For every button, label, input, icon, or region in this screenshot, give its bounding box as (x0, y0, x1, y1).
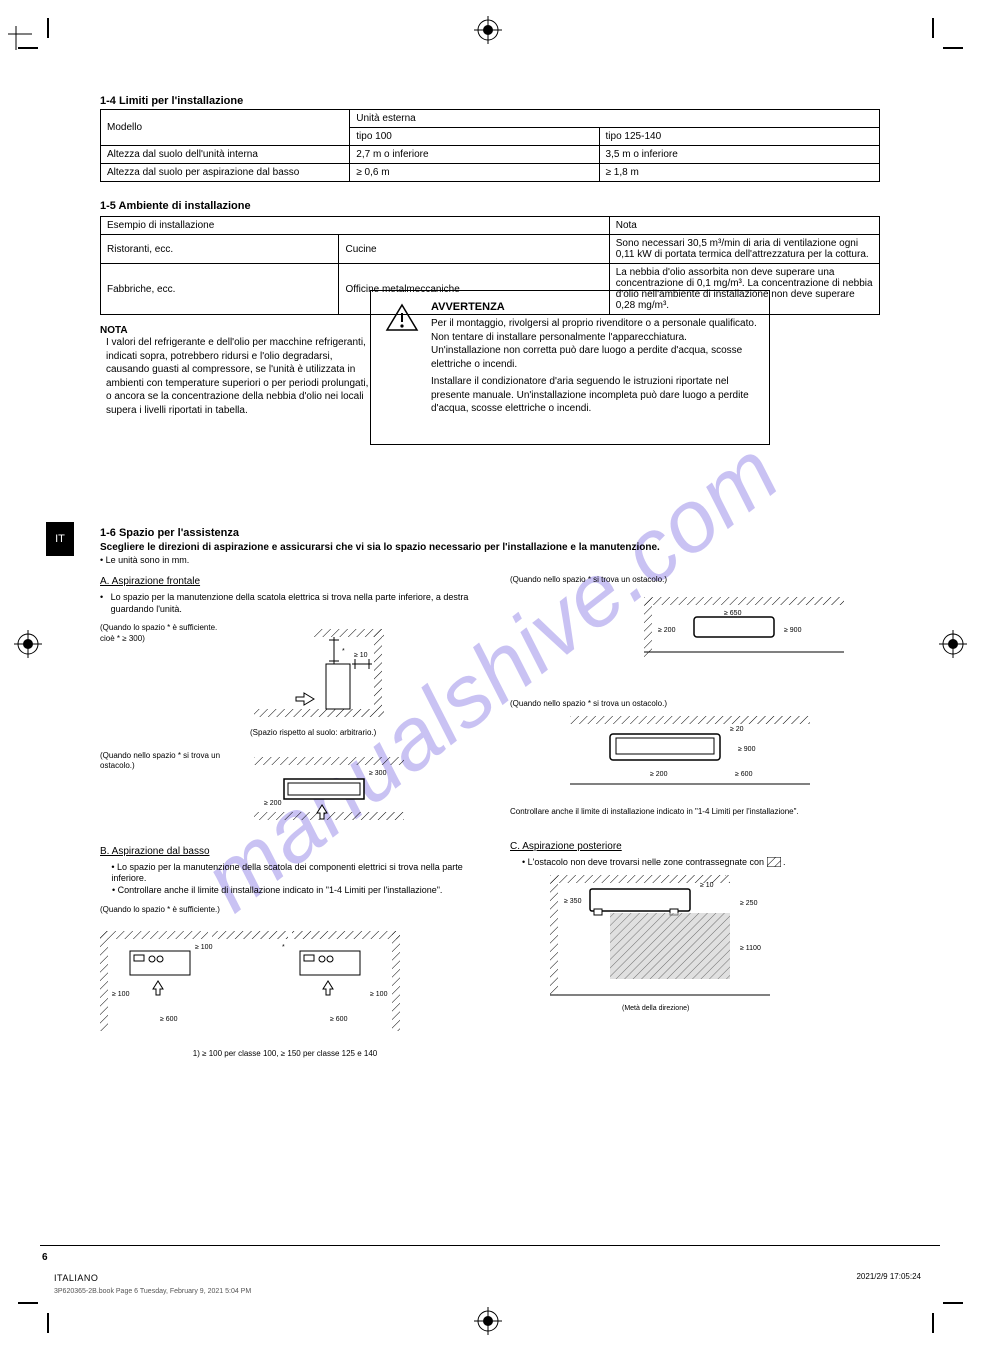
svg-text:≥ 600: ≥ 600 (160, 1016, 178, 1023)
dim: ≥ 900 (784, 627, 802, 634)
warning-callout: AVVERTENZA Per il montaggio, rivolgersi … (370, 290, 770, 445)
case-a-obstacle: (Quando nello spazio * si trova un ostac… (100, 751, 240, 772)
warning-label: AVVERTENZA (431, 301, 757, 313)
service-space-section: 1-6 Spazio per l'assistenza Scegliere le… (100, 527, 880, 1059)
warning-p1: Per il montaggio, rivolgersi al proprio … (431, 317, 757, 371)
case-c-note: • L'ostacolo non deve trovarsi nelle zon… (510, 857, 880, 869)
table-row: Ristoranti, ecc. Cucine Sono necessari 3… (101, 235, 880, 264)
limits-table: Modello Unità esterna tipo 100 tipo 125-… (100, 109, 880, 182)
cell: Sono necessari 30,5 m³/min di aria di ve… (609, 235, 879, 264)
cell: Fabbriche, ecc. (101, 264, 339, 315)
half-label: (Metà della direzione) (622, 1005, 689, 1012)
case-a-neg: (Quando nello spazio * si trova un ostac… (510, 575, 880, 585)
svg-text:≥ 300: ≥ 300 (369, 770, 387, 777)
dim-b-a: ≥ 100 (112, 991, 130, 998)
case-a-line: •Lo spazio per la manutenzione della sca… (100, 592, 470, 615)
crop-mark-tr (923, 18, 963, 58)
case-c-text: • L'ostacolo non deve trovarsi nelle zon… (522, 857, 764, 867)
case-b-title: B. Aspirazione dal basso (100, 845, 210, 858)
cell: Modello (101, 110, 350, 146)
dim-suf: ≥ 300 (122, 634, 142, 643)
dim: ≥ 600 (735, 771, 753, 778)
dim: ≥ 200 (658, 627, 676, 634)
dim: ≥ 250 (740, 900, 758, 907)
case-b-sufficient: (Quando lo spazio * è sufficiente.) (100, 905, 220, 915)
crop-mark-tl2 (8, 26, 48, 66)
svg-text:≥ 100: ≥ 100 (370, 991, 388, 998)
svg-text:≥ 100: ≥ 100 (195, 944, 213, 951)
svg-text:*: * (282, 944, 285, 951)
filepath-stamp: 3P620365-2B.book Page 6 Tuesday, Februar… (54, 1288, 251, 1295)
footer-rule (40, 1245, 940, 1246)
dim: ≥ 350 (564, 898, 582, 905)
ground-note: (Spazio rispetto al suolo: arbitrario.) (250, 728, 470, 738)
diagram-a-neg: ≥ 200 ≥ 900 ≥ 650 (644, 597, 844, 667)
dim: ≥ 650 (724, 610, 742, 617)
cell: Nota (609, 217, 879, 235)
cell: Ristoranti, ecc. (101, 235, 339, 264)
registration-mark-left (14, 630, 42, 658)
heading-service-space: 1-6 Spazio per l'assistenza (100, 527, 880, 539)
cell: Cucine (339, 235, 609, 264)
diagram-b2: ≥ 100 ≥ 600 ≥ 600 ≥ 100 ≥ 100 * (100, 921, 400, 1041)
case-b-l2: • Controllare anche il limite di install… (100, 885, 470, 897)
cell: Altezza dal suolo dell'unità interna (101, 146, 350, 164)
registration-mark-right (939, 630, 967, 658)
crop-mark-bl (18, 1293, 58, 1333)
cell: tipo 100 (350, 128, 599, 146)
diagram-a1: * ≥ 10 (254, 629, 384, 724)
diagram-b-neg: ≥ 20 ≥ 900 ≥ 600 ≥ 200 (570, 716, 810, 796)
col-left: A. Aspirazione frontale •Lo spazio per l… (100, 575, 470, 1059)
diagram-c: ≥ 350 ≥ 10 ≥ 250 ≥ 1100 (Metà della dire… (550, 875, 810, 1015)
case-a-title: A. Aspirazione frontale (100, 575, 200, 588)
registration-mark-bottom (474, 1307, 502, 1335)
page-number: 6 (42, 1252, 48, 1263)
dim: ≥ 1100 (740, 945, 761, 952)
cell: Unità esterna (350, 110, 880, 128)
date-stamp: 2021/2/9 17:05:24 (856, 1272, 921, 1281)
language-tab: IT (46, 522, 74, 556)
svg-text:≥ 10: ≥ 10 (354, 652, 368, 659)
registration-mark-top (474, 16, 502, 44)
heading-limits: 1-4 Limiti per l'installazione (100, 95, 880, 107)
cell: ≥ 1,8 m (599, 164, 879, 182)
table-row: Modello Unità esterna (101, 110, 880, 128)
case-b-text2: • Controllare anche il limite di install… (112, 885, 442, 897)
warning-p2: Installare il condizionatore d'aria segu… (431, 375, 757, 416)
cell: ≥ 0,6 m (350, 164, 599, 182)
cell: Altezza dal suolo per aspirazione dal ba… (101, 164, 350, 182)
diagram-b2-caption: 1) ≥ 100 per classe 100, ≥ 150 per class… (100, 1049, 470, 1059)
case-b-text1: • Lo spazio per la manutenzione della sc… (111, 862, 470, 885)
table-row: Altezza dal suolo per aspirazione dal ba… (101, 164, 880, 182)
svg-text:≥ 200: ≥ 200 (264, 800, 282, 807)
case-a-sufficient: (Quando lo spazio * è sufficiente.cioè *… (100, 623, 240, 644)
dim: ≥ 900 (738, 746, 756, 753)
col-right: (Quando nello spazio * si trova un ostac… (510, 575, 880, 1059)
warning-icon (385, 303, 419, 333)
diagram-a2: ≥ 300 ≥ 200 (254, 757, 404, 827)
case-b-neg: (Quando nello spazio * si trova un ostac… (510, 699, 880, 709)
case-b-l1: • Lo spazio per la manutenzione della sc… (100, 862, 470, 885)
table-row: Altezza dal suolo dell'unità interna 2,7… (101, 146, 880, 164)
case-c-title: C. Aspirazione posteriore (510, 840, 622, 853)
case-a-text: Lo spazio per la manutenzione della scat… (111, 592, 470, 615)
crop-mark-br (923, 1293, 963, 1333)
heading-environment: 1-5 Ambiente di installazione (100, 200, 880, 212)
cell: tipo 125-140 (599, 128, 879, 146)
service-subtitle: Scegliere le direzioni di aspirazione e … (100, 542, 880, 553)
cell: 3,5 m o inferiore (599, 146, 879, 164)
svg-text:≥ 600: ≥ 600 (330, 1016, 348, 1023)
case-b-note2: Controllare anche il limite di installaz… (510, 807, 880, 817)
footer-language: ITALIANO (54, 1273, 98, 1283)
page-content: 1-4 Limiti per l'installazione Modello U… (100, 95, 880, 1059)
table-row: Esempio di installazione Nota (101, 217, 880, 235)
svg-text:≥ 200: ≥ 200 (650, 771, 668, 778)
svg-text:*: * (342, 648, 345, 655)
dim: ≥ 20 (730, 726, 744, 733)
dim: ≥ 10 (700, 882, 714, 889)
units-note: • Le unità sono in mm. (100, 555, 880, 565)
cell: 2,7 m o inferiore (350, 146, 599, 164)
hatched-icon (767, 857, 781, 867)
cell: Esempio di installazione (101, 217, 610, 235)
